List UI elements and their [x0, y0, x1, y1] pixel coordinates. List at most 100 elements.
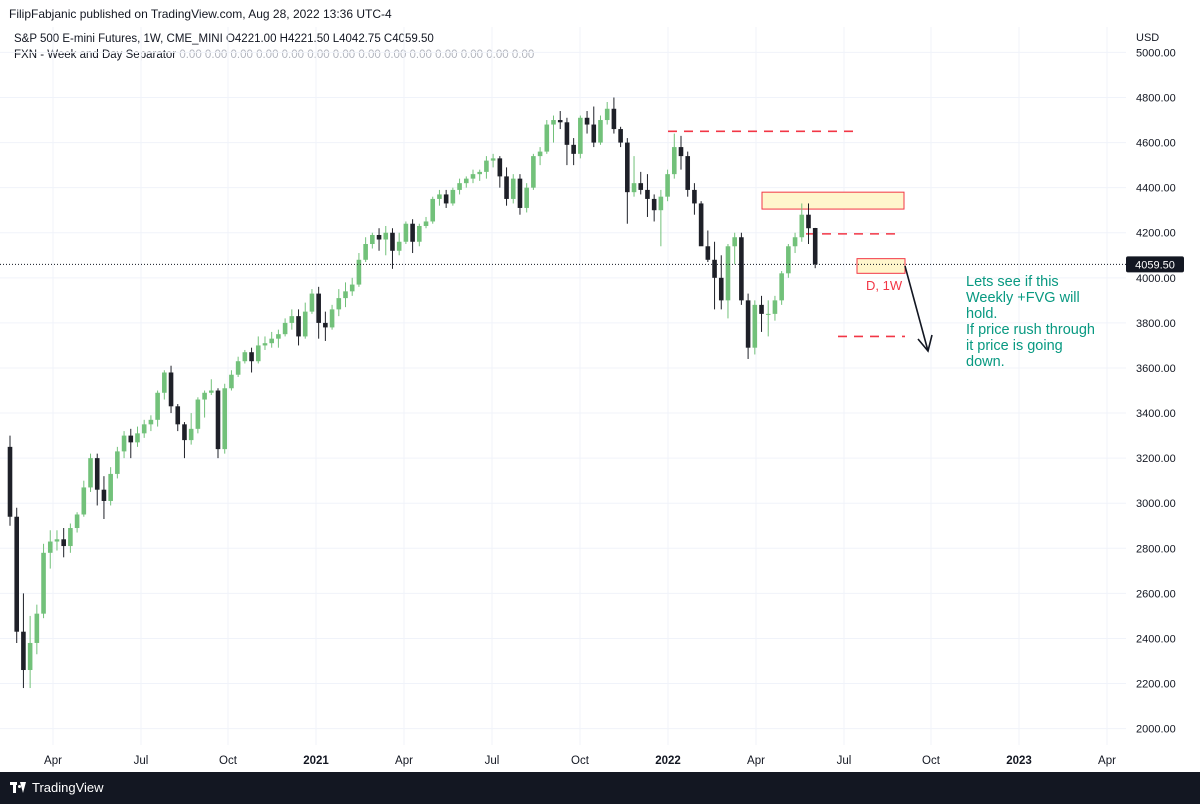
- price-tick: 3000.00: [1136, 498, 1176, 510]
- candle-body: [403, 223, 409, 242]
- candle-body: [14, 516, 20, 632]
- candle-body: [235, 361, 241, 375]
- candle-body: [276, 334, 281, 339]
- candle-body: [417, 225, 422, 242]
- candle-body: [34, 613, 40, 643]
- candle-body: [356, 259, 362, 285]
- tradingview-brand[interactable]: TradingView: [10, 780, 104, 795]
- candle-body: [665, 174, 670, 197]
- candle-body: [645, 189, 650, 199]
- candle-body: [786, 246, 791, 274]
- candle-body: [363, 244, 368, 260]
- candle-body: [108, 473, 113, 501]
- candle-body: [779, 273, 784, 301]
- candle-body: [27, 642, 33, 671]
- candle-body: [598, 120, 603, 143]
- candle-body: [289, 316, 295, 323]
- candle-body: [323, 322, 328, 328]
- last-price-tag: [1126, 256, 1184, 273]
- candle-body: [618, 129, 623, 143]
- time-tick: Oct: [219, 755, 238, 767]
- fvg-zone: [761, 191, 905, 210]
- candle-body: [396, 241, 402, 251]
- time-axis[interactable]: Apr Jul Oct 2021 Apr Jul Oct 2022 Apr Jul Oct 2023 A…: [44, 755, 1116, 767]
- candle-body: [21, 631, 26, 671]
- candle-body: [94, 458, 100, 490]
- candle-body: [524, 187, 529, 208]
- candle-body: [437, 194, 442, 199]
- level-lines: [668, 130, 905, 338]
- tradingview-logo-icon: [10, 781, 26, 794]
- candle-body: [443, 194, 449, 204]
- annotation-line: Lets see if this Weekly +FVG will hold.: [966, 274, 1080, 322]
- candle-body: [349, 284, 355, 292]
- candle-body: [188, 428, 194, 441]
- price-tick: 2200.00: [1136, 679, 1176, 691]
- candle-body: [383, 232, 389, 240]
- candle-body: [685, 156, 691, 190]
- time-tick: Oct: [922, 755, 941, 767]
- candle-body: [725, 246, 731, 301]
- candle-body: [658, 196, 664, 211]
- price-tick: 2400.00: [1136, 633, 1176, 645]
- symbol-ohlc-line[interactable]: S&P 500 E-mini Futures, 1W, CME_MINI O42…: [14, 33, 434, 45]
- candle-body: [155, 392, 160, 420]
- candle-body: [430, 198, 436, 222]
- candle-body: [168, 372, 174, 407]
- candlesticks: [7, 97, 818, 689]
- candle-body: [215, 390, 221, 450]
- zone-label: D, 1W: [866, 278, 903, 293]
- candle-body: [611, 108, 617, 130]
- candle-body: [128, 435, 134, 443]
- price-chart[interactable]: 4059.50 5000.00 4800.00 4600.00 4400.00 4200…: [0, 27, 1200, 772]
- time-tick: Apr: [395, 755, 413, 767]
- candle-body: [705, 246, 711, 260]
- candle-body: [517, 178, 523, 208]
- candle-body: [115, 451, 120, 474]
- candle-body: [745, 300, 751, 348]
- candle-body: [423, 221, 429, 226]
- candle-body: [450, 189, 456, 204]
- candle-body: [557, 120, 563, 123]
- price-axis[interactable]: 5000.00 4800.00 4600.00 4400.00 4200.00 4000.…: [1136, 47, 1176, 735]
- candle-body: [222, 388, 228, 450]
- candle-body: [564, 122, 570, 145]
- candle-body: [457, 183, 462, 190]
- candle-body: [497, 158, 503, 177]
- currency-label: USD: [1136, 32, 1159, 44]
- time-tick: Apr: [44, 755, 62, 767]
- candle-body: [47, 541, 53, 553]
- price-tick: 2600.00: [1136, 588, 1176, 600]
- last-price-value: 4059.50: [1135, 259, 1175, 271]
- candle-body: [792, 237, 798, 247]
- candle-body: [209, 390, 214, 393]
- time-tick: Jul: [837, 755, 852, 767]
- candle-body: [544, 124, 550, 152]
- candle-body: [74, 514, 80, 529]
- price-tick: 2800.00: [1136, 543, 1176, 555]
- candle-body: [101, 489, 107, 501]
- candle-body: [718, 277, 724, 301]
- candle-body: [712, 259, 717, 278]
- candle-body: [410, 223, 415, 242]
- candle-body: [504, 176, 509, 199]
- price-tick: 5000.00: [1136, 47, 1176, 59]
- chart-annotation: Lets see if this Weekly +FVG will hold. I…: [966, 274, 1096, 370]
- publish-header: FilipFabjanic published on TradingView.c…: [0, 0, 1200, 27]
- candle-body: [316, 293, 321, 323]
- candle-body: [651, 198, 657, 211]
- candle-body: [68, 528, 73, 547]
- candle-body: [376, 234, 382, 240]
- candle-body: [242, 352, 248, 362]
- footer-bar: TradingView: [0, 772, 1200, 804]
- candle-body: [262, 343, 268, 346]
- candle-body: [638, 183, 644, 190]
- candle-body: [329, 309, 335, 328]
- candle-body: [484, 160, 489, 172]
- time-tick: Jul: [134, 755, 149, 767]
- candle-body: [799, 214, 805, 238]
- price-tick: 3200.00: [1136, 453, 1176, 465]
- candle-body: [604, 108, 610, 121]
- candle-body: [584, 117, 590, 125]
- time-tick: Apr: [747, 755, 765, 767]
